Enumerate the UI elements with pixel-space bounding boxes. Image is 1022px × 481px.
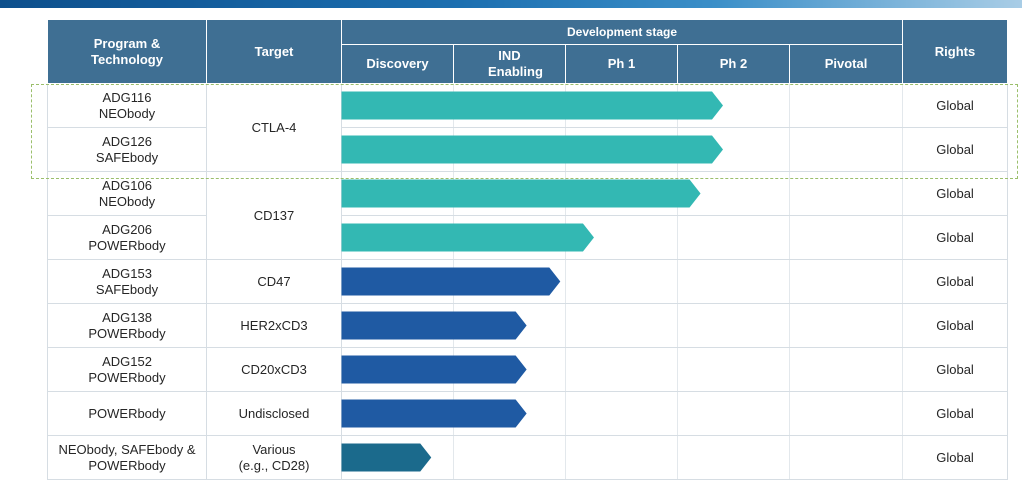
program-cell: POWERbody bbox=[47, 391, 207, 436]
program-cell: ADG153 SAFEbody bbox=[47, 259, 207, 304]
table-row: POWERbody Undisclosed Global bbox=[47, 391, 1009, 436]
program-technology: POWERbody bbox=[88, 369, 166, 385]
table-row: ADG138 POWERbody HER2xCD3 Global bbox=[47, 303, 1009, 348]
program-technology: POWERbody bbox=[88, 237, 166, 253]
program-cell: ADG206 POWERbody bbox=[47, 215, 207, 260]
stage-ind-enabling: IND Enabling bbox=[453, 44, 566, 84]
target-cell: CD47 bbox=[206, 259, 342, 304]
program-technology: NEObody bbox=[98, 105, 156, 121]
program-name: ADG153 bbox=[102, 265, 152, 281]
rights-cell: Global bbox=[902, 215, 1009, 260]
program-cell: NEObody, SAFEbody & POWERbody bbox=[47, 435, 207, 480]
target-cell: Undisclosed bbox=[206, 391, 342, 436]
header-program: Program & Technology bbox=[47, 19, 207, 84]
rights-cell: Global bbox=[902, 127, 1009, 172]
rights-cell: Global bbox=[902, 435, 1009, 480]
program-technology: SAFEbody bbox=[95, 149, 159, 165]
target-name: Various bbox=[252, 441, 296, 457]
program-technology: POWERbody bbox=[88, 457, 166, 473]
stage-pivotal: Pivotal bbox=[788, 44, 904, 84]
table-row: ADG152 POWERbody CD20xCD3 Global bbox=[47, 347, 1009, 392]
program-name: ADG116 bbox=[102, 89, 152, 105]
program-name: NEObody, SAFEbody & bbox=[58, 441, 196, 457]
program-name: ADG152 bbox=[102, 353, 152, 369]
target-cell: CD137 bbox=[206, 171, 342, 260]
program-cell: ADG116 NEObody bbox=[47, 83, 207, 128]
table-row: ADG206 POWERbody Global bbox=[47, 215, 1009, 260]
header-development-stage: Development stage bbox=[340, 19, 904, 45]
pipeline-table-container: Program & Technology Target Development … bbox=[47, 19, 1009, 480]
program-technology: NEObody bbox=[98, 193, 156, 209]
table-row: ADG153 SAFEbody CD47 Global bbox=[47, 259, 1009, 304]
program-name: ADG106 bbox=[102, 177, 152, 193]
program-name: ADG206 bbox=[102, 221, 152, 237]
stage-discovery: Discovery bbox=[341, 44, 454, 84]
target-cell: CD20xCD3 bbox=[206, 347, 342, 392]
rights-cell: Global bbox=[902, 259, 1009, 304]
program-cell: ADG138 POWERbody bbox=[47, 303, 207, 348]
table-row: NEObody, SAFEbody & POWERbody Various (e.g… bbox=[47, 435, 1009, 480]
target-cell: Various (e.g., CD28) bbox=[206, 435, 342, 480]
target-cell: HER2xCD3 bbox=[206, 303, 342, 348]
stage-ph1: Ph 1 bbox=[565, 44, 678, 84]
program-technology: POWERbody bbox=[88, 325, 166, 341]
top-banner bbox=[0, 0, 1022, 8]
header-target: Target bbox=[206, 19, 342, 84]
stage-ph2: Ph 2 bbox=[677, 44, 790, 84]
table-row: ADG106 NEObody CD137 Global bbox=[47, 171, 1009, 260]
target-cell: CTLA-4 bbox=[206, 83, 342, 172]
table-row: ADG126 SAFEbody Global bbox=[47, 127, 1009, 172]
program-technology: SAFEbody bbox=[95, 281, 159, 297]
target-example: (e.g., CD28) bbox=[238, 457, 310, 473]
program-cell: ADG152 POWERbody bbox=[47, 347, 207, 392]
table-row: ADG116 NEObody CTLA-4 Global bbox=[47, 83, 1009, 172]
header-rights: Rights bbox=[902, 19, 1009, 84]
program-name: ADG126 bbox=[102, 133, 152, 149]
rights-cell: Global bbox=[902, 347, 1009, 392]
rights-cell: Global bbox=[902, 83, 1009, 128]
program-cell: ADG106 NEObody bbox=[47, 171, 207, 216]
pipeline-table: Program & Technology Target Development … bbox=[47, 19, 1009, 480]
rights-cell: Global bbox=[902, 391, 1009, 436]
program-name: ADG138 bbox=[102, 309, 152, 325]
program-cell: ADG126 SAFEbody bbox=[47, 127, 207, 172]
rights-cell: Global bbox=[902, 171, 1009, 216]
rights-cell: Global bbox=[902, 303, 1009, 348]
